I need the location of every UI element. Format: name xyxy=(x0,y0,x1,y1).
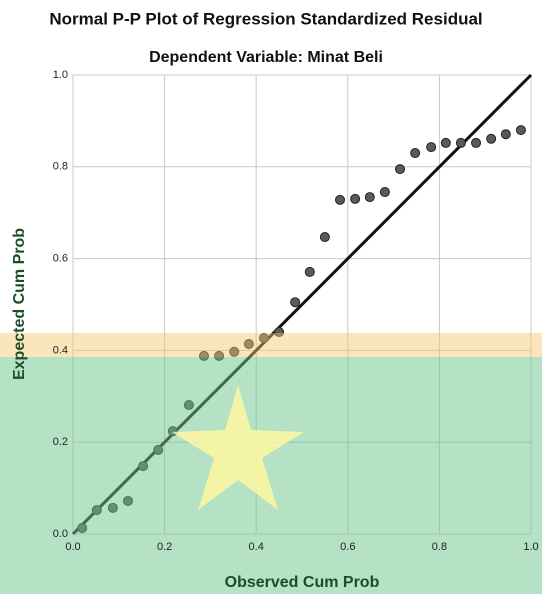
point xyxy=(487,134,496,143)
x-axis-label: Observed Cum Prob xyxy=(225,574,380,591)
point xyxy=(351,194,360,203)
y-tick-label: 0.4 xyxy=(53,344,68,356)
y-tick-label: 0.0 xyxy=(53,528,68,540)
x-tick-label: 0.8 xyxy=(432,541,447,553)
point xyxy=(472,138,481,147)
point xyxy=(380,188,389,197)
point xyxy=(441,138,450,147)
chart: Normal P-P Plot of Regression Standardiz… xyxy=(0,0,542,594)
page: {"chart_data": {"type": "scatter", "titl… xyxy=(0,0,542,594)
point xyxy=(336,195,345,204)
chart-title: Normal P-P Plot of Regression Standardiz… xyxy=(49,9,482,28)
x-tick-label: 0.0 xyxy=(65,541,80,553)
x-tick-label: 0.6 xyxy=(340,541,355,553)
point xyxy=(365,193,374,202)
point xyxy=(456,138,465,147)
y-tick-label: 0.2 xyxy=(53,436,68,448)
point xyxy=(501,130,510,139)
overlay-band xyxy=(0,333,542,357)
point xyxy=(427,143,436,152)
point xyxy=(305,267,314,276)
y-tick-label: 0.6 xyxy=(53,253,68,265)
point xyxy=(516,126,525,135)
point xyxy=(291,298,300,307)
chart-subtitle: Dependent Variable: Minat Beli xyxy=(149,49,383,66)
x-tick-label: 0.4 xyxy=(249,541,264,553)
point xyxy=(411,149,420,158)
y-axis-label: Expected Cum Prob xyxy=(11,228,28,380)
x-tick-label: 0.2 xyxy=(157,541,172,553)
y-tick-label: 0.8 xyxy=(53,161,68,173)
point xyxy=(396,165,405,174)
y-tick-label: 1.0 xyxy=(53,69,68,81)
x-tick-label: 1.0 xyxy=(523,541,538,553)
point xyxy=(320,233,329,242)
overlay-panel xyxy=(0,357,542,594)
